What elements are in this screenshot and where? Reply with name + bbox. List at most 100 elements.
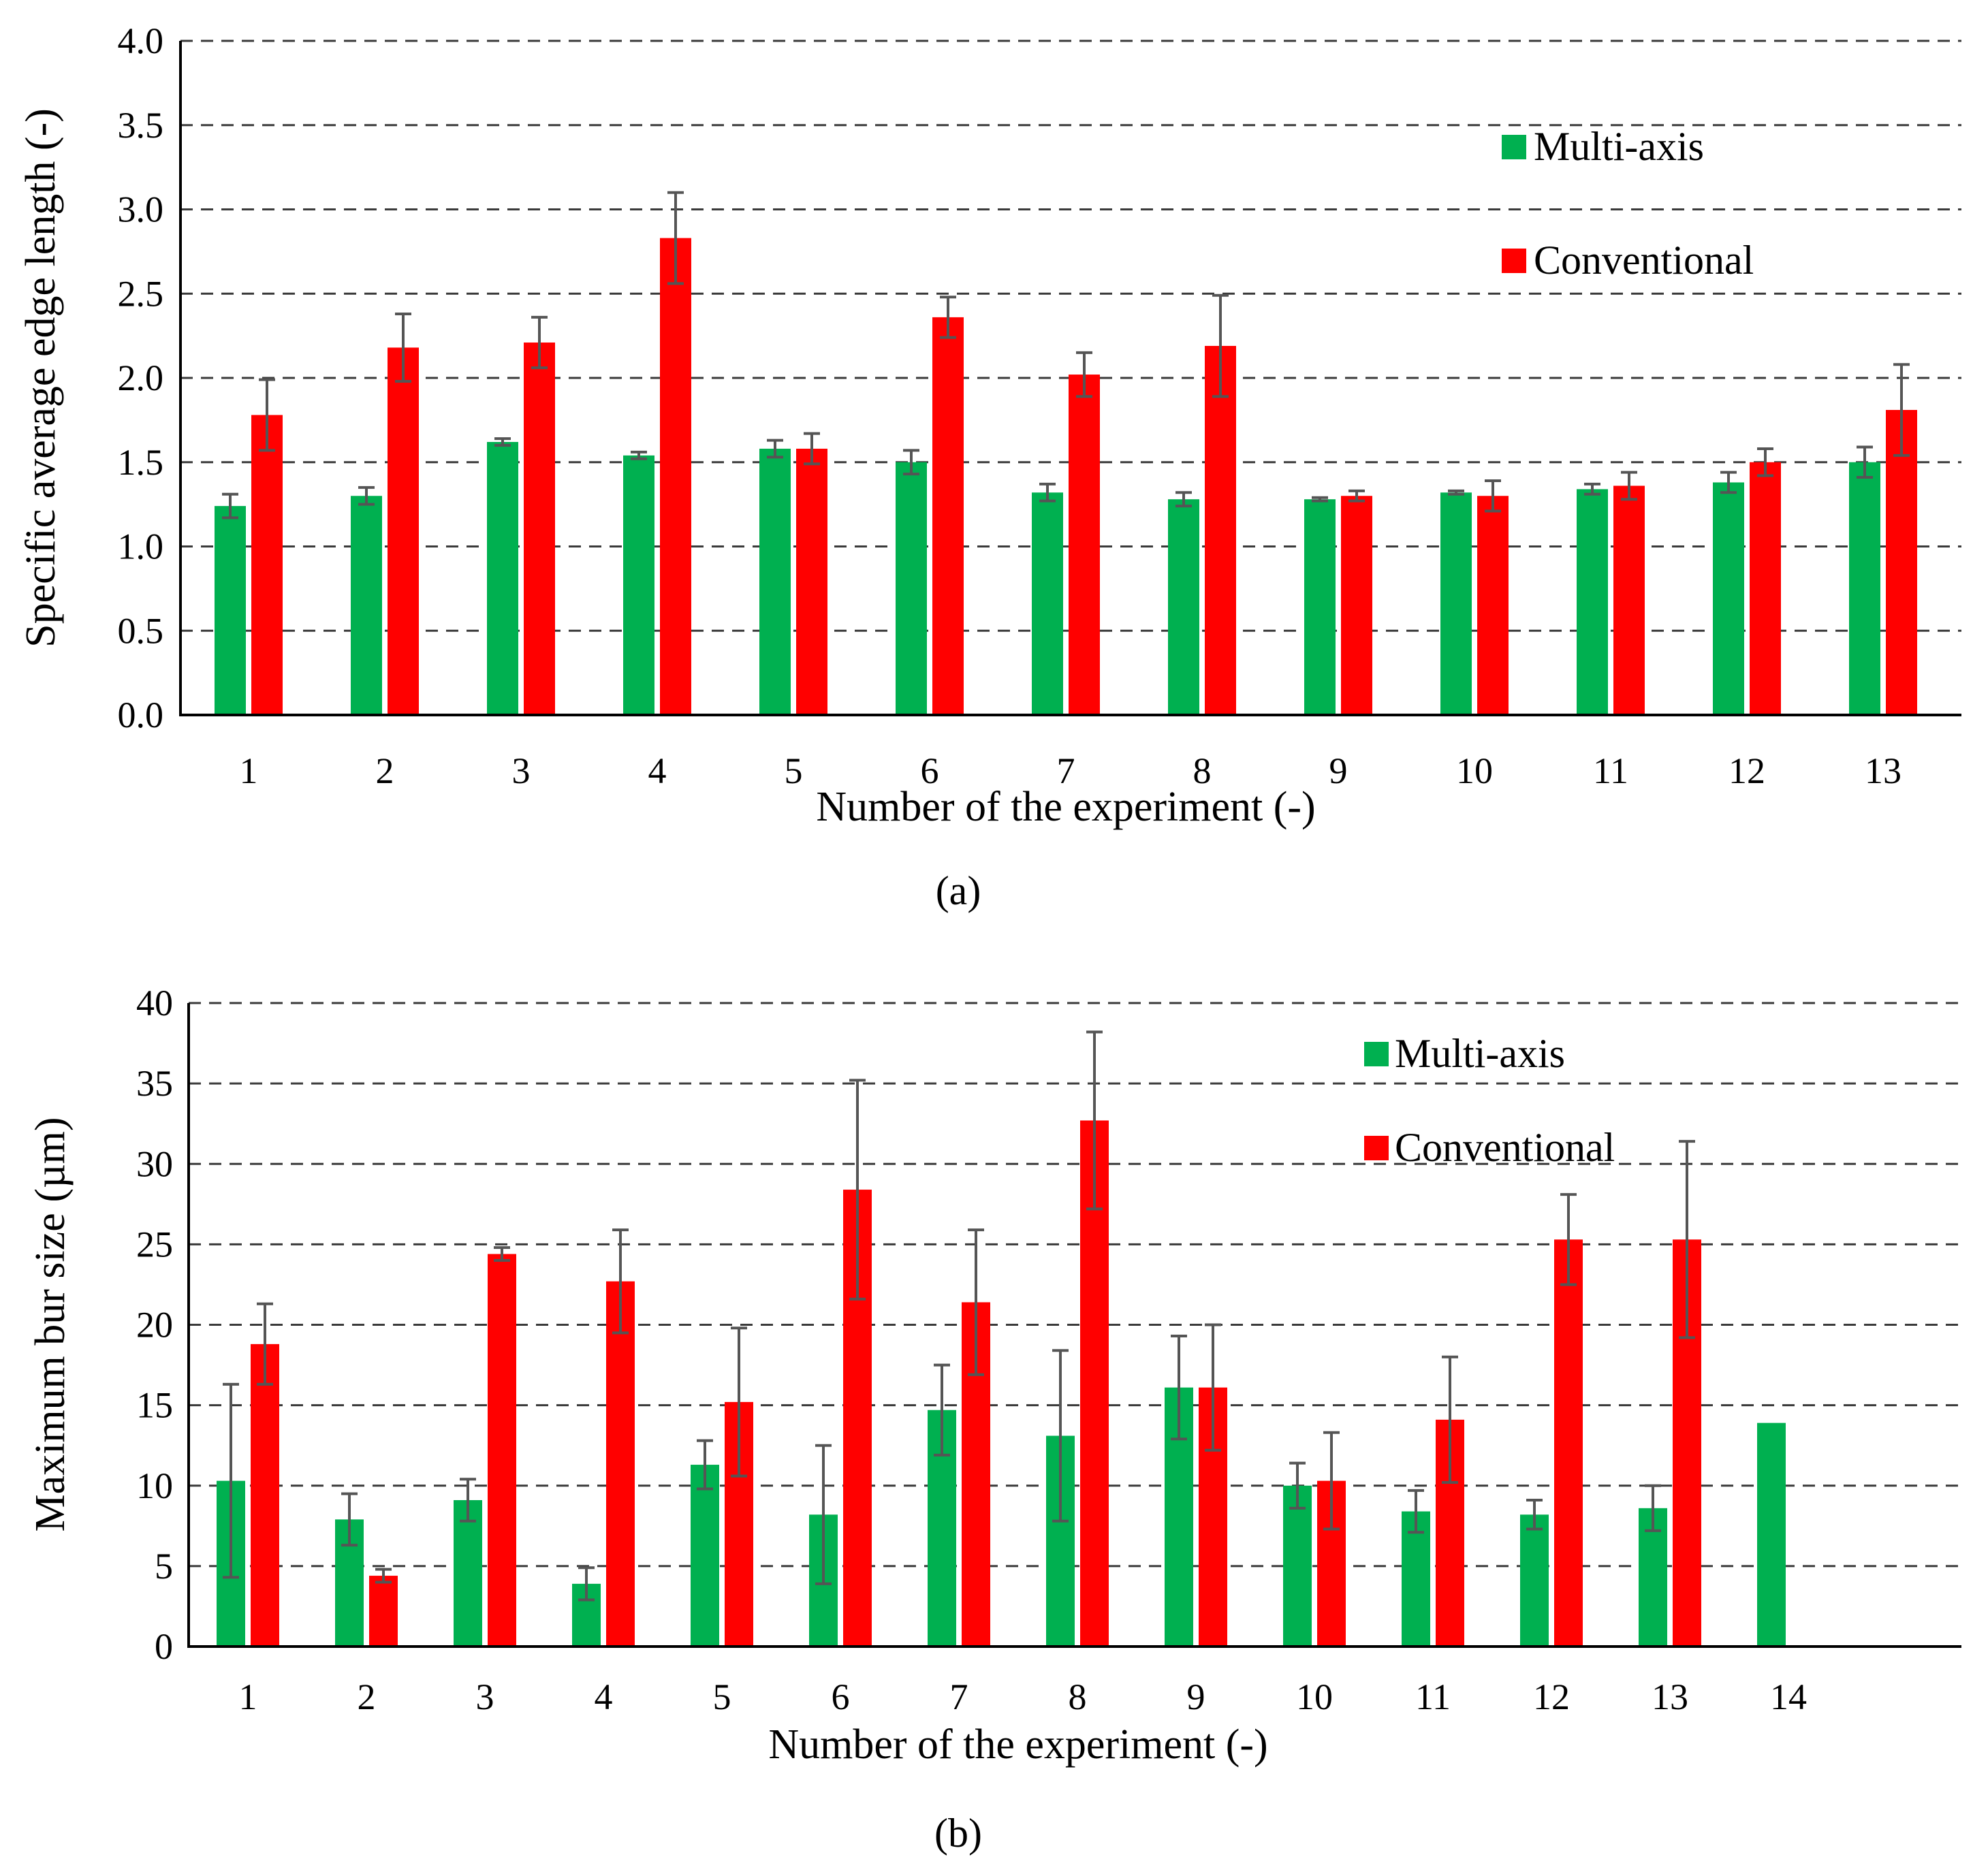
y-tick-label: 5 — [155, 1546, 173, 1587]
error-bar-conventional-3 — [494, 1246, 510, 1262]
x-tick-label: 2 — [376, 750, 394, 791]
error-bar-conventional-2 — [375, 1568, 392, 1584]
y-tick-label: 40 — [136, 983, 173, 1023]
error-bar-conventional-13 — [1679, 1140, 1695, 1339]
legend-swatch-multi-axis — [1364, 1042, 1389, 1066]
error-bar-conventional-8 — [1212, 293, 1229, 398]
error-bar-conventional-8 — [1086, 1030, 1103, 1211]
bar-conventional-9 — [1341, 496, 1372, 715]
error-bar-conventional-9 — [1348, 489, 1365, 503]
error-bar-conventional-13 — [1893, 363, 1910, 457]
error-bar-multi-axis-9 — [1171, 1335, 1187, 1441]
y-tick-label: 25 — [136, 1224, 173, 1265]
error-bar-conventional-1 — [259, 378, 275, 452]
x-tick-label: 13 — [1865, 750, 1901, 791]
y-tick-label: 30 — [136, 1143, 173, 1184]
y-tick-label: 3.5 — [118, 105, 164, 146]
x-tick-label: 5 — [785, 750, 803, 791]
error-bar-multi-axis-11 — [1584, 482, 1600, 496]
error-bar-multi-axis-10 — [1448, 489, 1464, 496]
x-tick-label: 11 — [1593, 750, 1628, 791]
bar-conventional-4 — [606, 1281, 635, 1647]
x-tick-label: 2 — [358, 1676, 376, 1717]
x-tick-label: 7 — [1057, 750, 1075, 791]
bar-multi-axis-3 — [454, 1500, 482, 1647]
error-bar-multi-axis-1 — [222, 492, 238, 520]
panel-a-x-axis-title: Number of the experiment (-) — [816, 784, 1315, 830]
x-tick-label: 9 — [1329, 750, 1348, 791]
bar-multi-axis-5 — [691, 1465, 719, 1647]
x-tick-label: 9 — [1187, 1676, 1205, 1717]
bar-multi-axis-13 — [1849, 462, 1880, 715]
error-bar-conventional-12 — [1560, 1193, 1577, 1286]
y-tick-label: 3.0 — [118, 189, 164, 230]
error-bar-conventional-5 — [731, 1326, 747, 1478]
x-tick-label: 11 — [1415, 1676, 1451, 1717]
x-tick-label: 10 — [1456, 750, 1493, 791]
x-tick-label: 12 — [1533, 1676, 1570, 1717]
error-bar-multi-axis-3 — [460, 1478, 476, 1523]
error-bar-multi-axis-13 — [1645, 1484, 1661, 1532]
bar-multi-axis-6 — [896, 462, 927, 715]
legend-swatch-multi-axis — [1502, 135, 1526, 159]
error-bar-conventional-11 — [1621, 471, 1637, 501]
legend-swatch-conventional — [1364, 1136, 1389, 1160]
y-tick-label: 35 — [136, 1063, 173, 1104]
error-bar-conventional-11 — [1442, 1355, 1458, 1484]
x-tick-label: 7 — [950, 1676, 968, 1717]
error-bar-conventional-3 — [531, 315, 548, 370]
error-bar-multi-axis-1 — [223, 1382, 239, 1579]
x-tick-label: 13 — [1652, 1676, 1688, 1717]
bar-multi-axis-10 — [1283, 1485, 1312, 1647]
bar-multi-axis-3 — [487, 442, 518, 715]
y-tick-label: 20 — [136, 1305, 173, 1346]
y-tick-label: 2.5 — [118, 273, 164, 314]
y-tick-label: 0 — [155, 1626, 173, 1667]
error-bar-multi-axis-11 — [1408, 1489, 1424, 1534]
bar-conventional-6 — [932, 317, 964, 715]
bar-conventional-2 — [369, 1576, 398, 1647]
legend-swatch-conventional — [1502, 249, 1526, 273]
bar-conventional-2 — [388, 347, 419, 715]
bar-conventional-11 — [1613, 486, 1645, 715]
bar-conventional-4 — [660, 238, 691, 715]
error-bar-multi-axis-4 — [631, 450, 647, 460]
bar-conventional-12 — [1554, 1239, 1583, 1647]
error-bar-multi-axis-5 — [697, 1439, 713, 1491]
error-bar-conventional-10 — [1323, 1431, 1340, 1531]
y-tick-label: 4.0 — [118, 20, 164, 61]
error-bar-conventional-10 — [1485, 479, 1501, 513]
panel-b-x-axis-title: Number of the experiment (-) — [768, 1721, 1267, 1768]
bar-conventional-8 — [1205, 345, 1236, 716]
x-tick-label: 14 — [1770, 1676, 1807, 1717]
panel-b-legend: Multi-axis Conventional — [1364, 1031, 1615, 1170]
panel-a-legend: Multi-axis Conventional — [1502, 124, 1754, 283]
x-tick-label: 1 — [240, 750, 258, 791]
x-tick-label: 12 — [1729, 750, 1765, 791]
y-tick-label: 15 — [136, 1385, 173, 1426]
panel-b-caption: (b) — [934, 1811, 982, 1856]
bar-multi-axis-11 — [1402, 1511, 1430, 1647]
bar-multi-axis-10 — [1440, 492, 1472, 715]
bar-multi-axis-4 — [623, 455, 654, 715]
error-bar-conventional-7 — [1076, 351, 1092, 398]
x-tick-label: 6 — [832, 1676, 850, 1717]
bar-multi-axis-14 — [1757, 1422, 1786, 1647]
legend-label-multi-axis: Multi-axis — [1534, 124, 1704, 169]
y-tick-label: 0.5 — [118, 610, 164, 651]
error-bar-multi-axis-7 — [1039, 482, 1056, 503]
bar-multi-axis-9 — [1304, 499, 1336, 715]
panel-b-y-axis-title: Maximum bur size (µm) — [27, 1117, 74, 1531]
error-bar-conventional-1 — [257, 1302, 273, 1386]
error-bar-conventional-5 — [804, 432, 820, 466]
x-tick-label: 6 — [921, 750, 939, 791]
bar-conventional-1 — [251, 1344, 279, 1647]
bar-multi-axis-7 — [1032, 492, 1063, 715]
error-bar-conventional-12 — [1757, 447, 1773, 477]
bar-multi-axis-5 — [759, 448, 791, 715]
error-bar-multi-axis-12 — [1720, 471, 1737, 494]
error-bar-conventional-6 — [849, 1079, 866, 1301]
error-bar-conventional-6 — [940, 296, 956, 339]
x-tick-label: 4 — [648, 750, 667, 791]
x-tick-label: 1 — [239, 1676, 257, 1717]
